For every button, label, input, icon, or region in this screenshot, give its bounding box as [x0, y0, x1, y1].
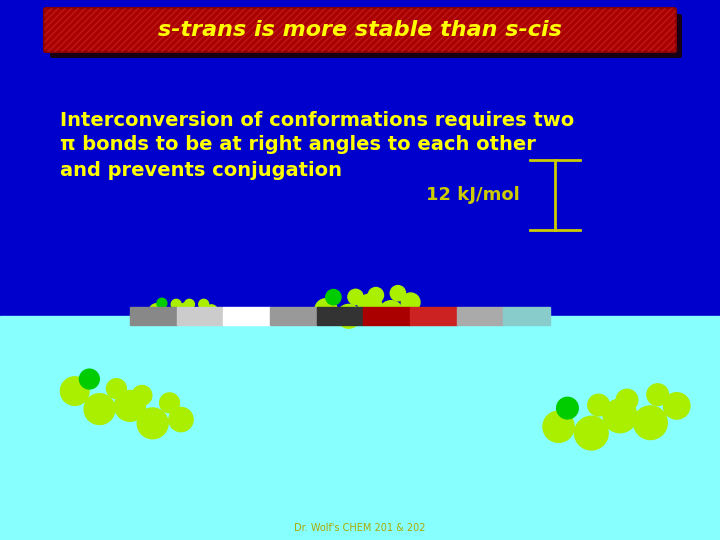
Circle shape	[603, 399, 636, 433]
Circle shape	[368, 287, 384, 303]
Circle shape	[84, 394, 115, 424]
Circle shape	[379, 301, 403, 325]
Text: 12 kJ/mol: 12 kJ/mol	[426, 186, 520, 204]
Circle shape	[157, 298, 167, 308]
Circle shape	[191, 309, 206, 324]
Circle shape	[647, 384, 668, 406]
Circle shape	[575, 416, 608, 450]
Bar	[0, 316, 720, 540]
Bar	[317, 307, 364, 325]
Circle shape	[390, 286, 405, 301]
Circle shape	[171, 299, 181, 309]
Circle shape	[169, 408, 193, 431]
Bar	[223, 307, 270, 325]
Circle shape	[149, 303, 163, 318]
Bar	[503, 307, 550, 325]
Circle shape	[138, 408, 168, 439]
Text: s-trans is more stable than s-cis: s-trans is more stable than s-cis	[158, 20, 562, 40]
Circle shape	[616, 389, 638, 411]
Circle shape	[184, 299, 194, 309]
Circle shape	[315, 299, 337, 321]
Circle shape	[325, 289, 341, 305]
Circle shape	[177, 303, 193, 319]
Text: Dr. Wolf's CHEM 201 & 202: Dr. Wolf's CHEM 201 & 202	[294, 523, 426, 533]
Circle shape	[543, 411, 574, 442]
Circle shape	[199, 299, 209, 309]
Bar	[410, 307, 456, 325]
Bar	[130, 307, 176, 325]
Bar	[270, 307, 317, 325]
Circle shape	[664, 393, 690, 419]
Circle shape	[107, 379, 126, 399]
Bar	[364, 307, 410, 325]
Bar	[176, 307, 223, 325]
Circle shape	[634, 406, 667, 440]
Circle shape	[60, 377, 89, 406]
Circle shape	[132, 386, 152, 406]
Text: Interconversion of conformations requires two: Interconversion of conformations require…	[60, 111, 575, 130]
FancyBboxPatch shape	[50, 14, 682, 58]
Bar	[456, 307, 503, 325]
Circle shape	[401, 293, 420, 312]
Circle shape	[348, 289, 363, 305]
Circle shape	[205, 305, 217, 317]
Circle shape	[163, 309, 179, 324]
Text: and prevents conjugation: and prevents conjugation	[60, 160, 342, 179]
Circle shape	[337, 305, 361, 328]
Bar	[0, 0, 720, 316]
Circle shape	[557, 397, 578, 419]
Circle shape	[114, 390, 145, 421]
Text: π bonds to be at right angles to each other: π bonds to be at right angles to each ot…	[60, 136, 536, 154]
Circle shape	[588, 394, 609, 416]
Circle shape	[160, 393, 179, 413]
FancyBboxPatch shape	[44, 8, 676, 52]
Circle shape	[79, 369, 99, 389]
Circle shape	[358, 294, 382, 318]
